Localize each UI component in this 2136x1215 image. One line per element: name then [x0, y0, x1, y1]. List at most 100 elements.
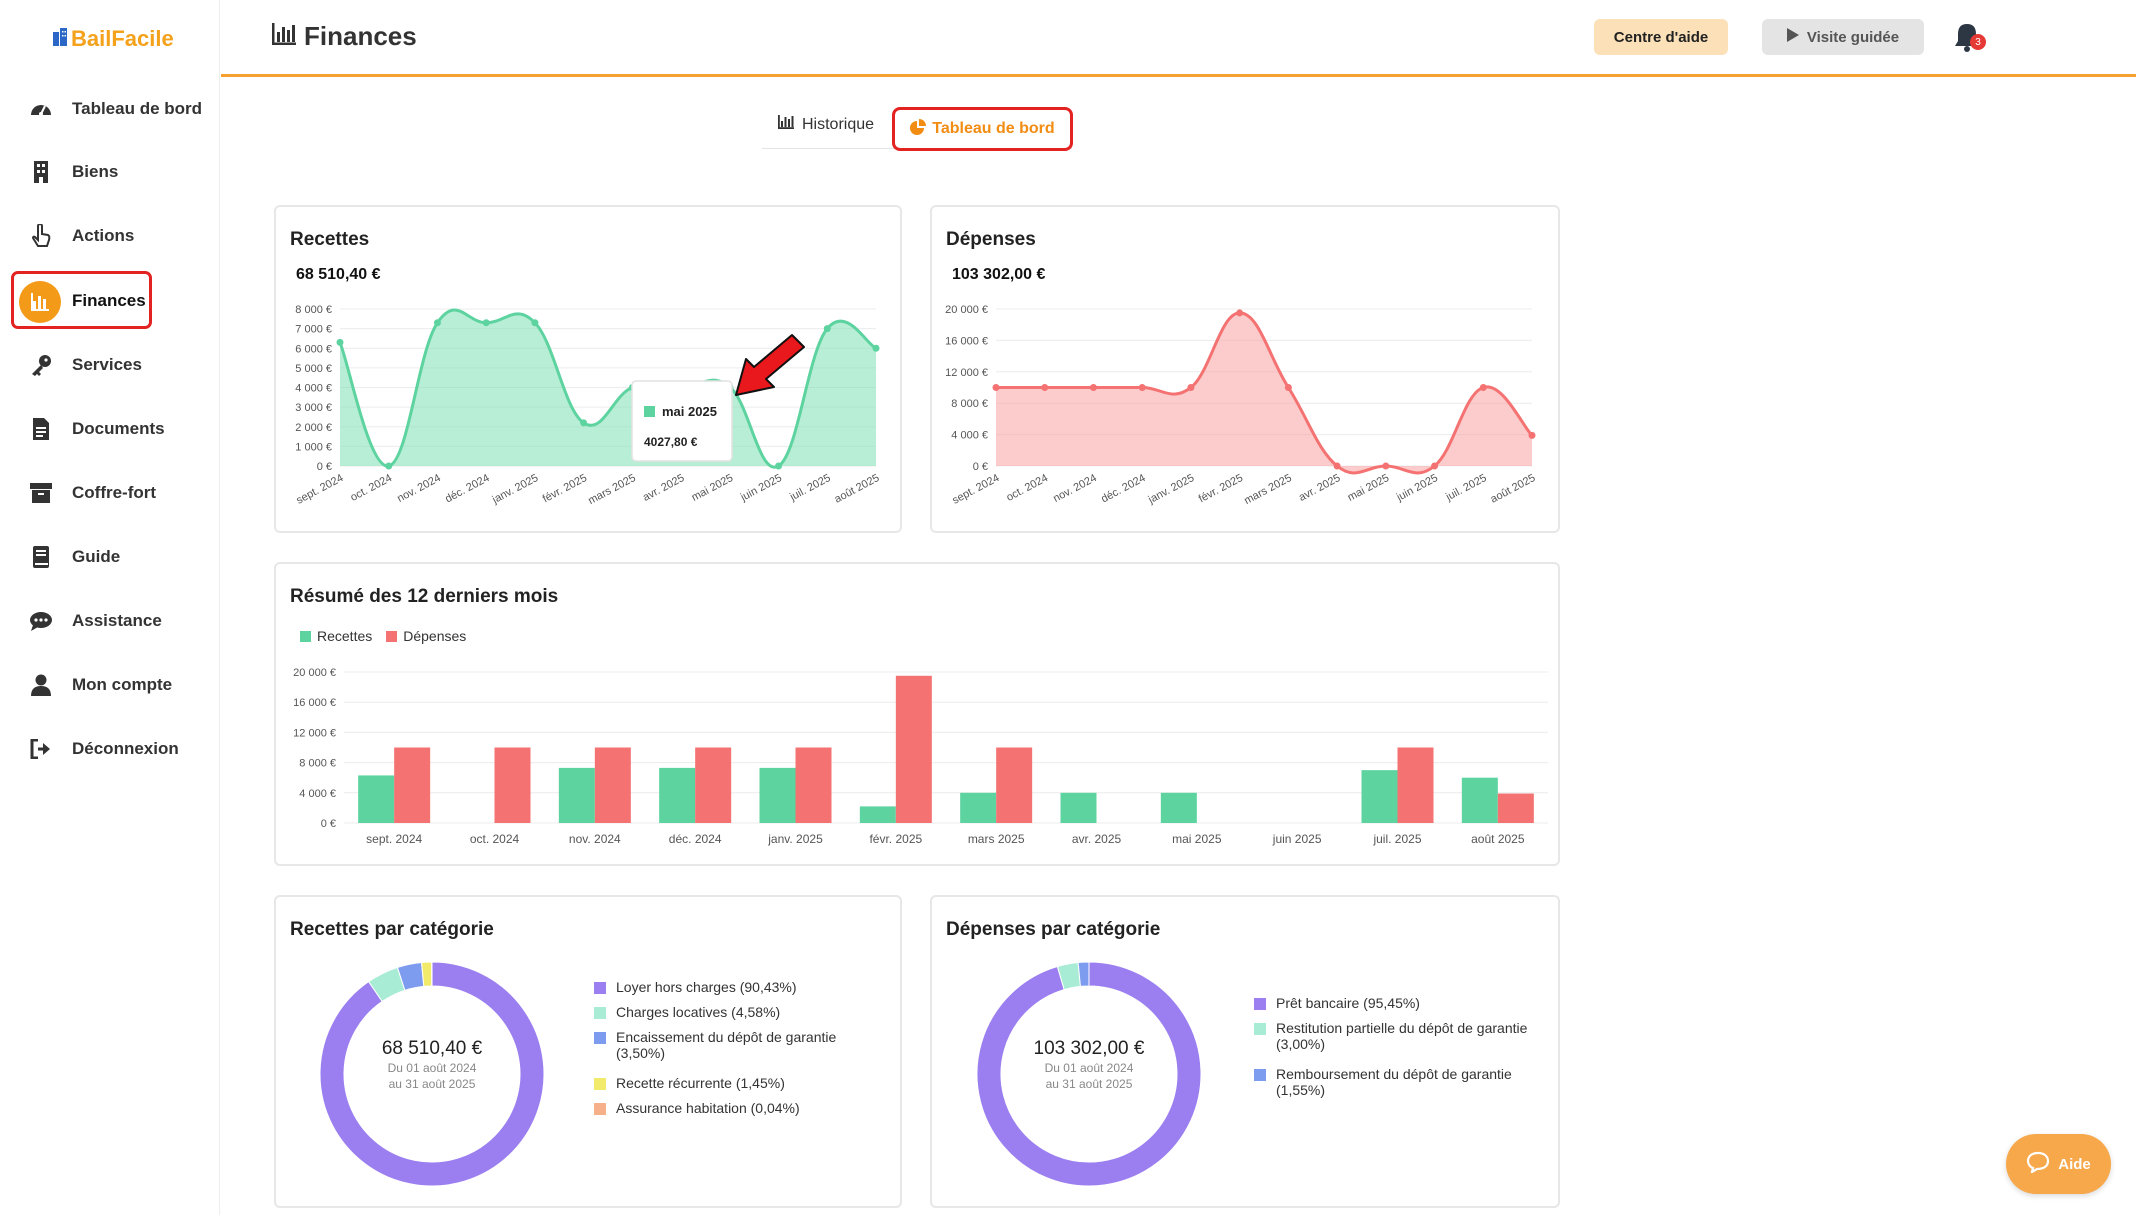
- sidebar-item-tableau-de-bord[interactable]: Tableau de bord: [28, 92, 202, 126]
- sidebar-item-coffre-fort[interactable]: Coffre-fort: [28, 476, 156, 510]
- data-point[interactable]: [823, 325, 831, 333]
- expense-card-total: 103 302,00 €: [952, 266, 1046, 283]
- income-card-title: Recettes: [290, 229, 370, 250]
- sidebar-item-documents[interactable]: Documents: [28, 412, 165, 446]
- data-point[interactable]: [336, 338, 344, 346]
- bar-recettes[interactable]: [859, 806, 896, 823]
- x-tick-label: nov. 2024: [569, 832, 621, 846]
- y-tick-label: 20 000 €: [293, 667, 336, 679]
- sidebar-item-assistance[interactable]: Assistance: [28, 604, 162, 638]
- donut-slice[interactable]: [319, 961, 545, 1187]
- legend-swatch-expense: [386, 630, 398, 642]
- sidebar-item-guide[interactable]: Guide: [28, 540, 120, 574]
- bar-recettes[interactable]: [558, 767, 595, 823]
- data-point[interactable]: [1236, 309, 1244, 317]
- income-legend-item: Recette récurrente (1,45%): [594, 1075, 874, 1091]
- y-tick-label: 16 000 €: [945, 335, 988, 347]
- x-tick-label: avr. 2025: [1297, 472, 1343, 504]
- sidebar-item-services[interactable]: Services: [28, 348, 142, 382]
- bar-depenses[interactable]: [695, 747, 732, 824]
- sidebar-item-deconnexion[interactable]: Déconnexion: [28, 732, 179, 766]
- bar-depenses[interactable]: [895, 675, 932, 823]
- data-point[interactable]: [1528, 431, 1536, 439]
- bar-recettes[interactable]: [759, 767, 796, 823]
- y-tick-label: 4 000 €: [299, 788, 336, 800]
- data-point[interactable]: [1089, 384, 1097, 391]
- tooltip-swatch: [644, 406, 655, 417]
- sidebar-item-label: Biens: [72, 162, 119, 181]
- legend-income-label: Recettes: [317, 628, 373, 644]
- data-point[interactable]: [775, 462, 783, 470]
- data-point[interactable]: [482, 319, 490, 327]
- archive-box-icon: [28, 480, 54, 506]
- bar-depenses[interactable]: [494, 747, 531, 824]
- data-point[interactable]: [1333, 462, 1341, 470]
- bar-recettes[interactable]: [659, 767, 696, 823]
- tab-tableau-de-bord[interactable]: Tableau de bord: [892, 107, 1073, 151]
- x-tick-label: déc. 2024: [443, 472, 491, 505]
- bar-recettes[interactable]: [358, 775, 395, 823]
- summary-legend: Recettes Dépenses: [300, 628, 466, 644]
- tab-historique-label: Historique: [802, 115, 875, 133]
- data-point[interactable]: [1138, 384, 1146, 391]
- bar-depenses[interactable]: [996, 747, 1033, 824]
- bar-recettes[interactable]: [1361, 770, 1398, 823]
- donut-slice[interactable]: [976, 961, 1202, 1187]
- y-tick-label: 8 000 €: [299, 758, 336, 770]
- expense-legend-item: Restitution partielle du dépôt de garant…: [1254, 1020, 1544, 1052]
- data-point[interactable]: [580, 419, 588, 427]
- bar-depenses[interactable]: [1497, 793, 1534, 823]
- legend-label: Restitution partielle du dépôt de garant…: [1276, 1020, 1528, 1052]
- help-center-button[interactable]: Centre d'aide: [1594, 19, 1728, 55]
- income-donut-period-start: Du 01 août 2024: [387, 1061, 477, 1075]
- x-tick-label: juil. 2025: [1443, 472, 1488, 504]
- help-chat-button[interactable]: Aide: [2006, 1134, 2111, 1194]
- donut-slice[interactable]: [420, 961, 433, 987]
- bar-depenses[interactable]: [1397, 747, 1434, 824]
- x-tick-label: nov. 2024: [395, 472, 443, 505]
- tab-historique[interactable]: Historique: [778, 115, 874, 134]
- bar-recettes[interactable]: [960, 792, 997, 823]
- user-icon: [28, 672, 54, 698]
- expense-legend-item: Prêt bancaire (95,45%): [1254, 995, 1544, 1011]
- data-point[interactable]: [872, 344, 880, 352]
- bar-depenses[interactable]: [795, 747, 832, 824]
- x-tick-label: avr. 2025: [1072, 832, 1122, 846]
- x-tick-label: mai 2025: [690, 472, 736, 504]
- data-point[interactable]: [1041, 384, 1049, 391]
- building-icon: [28, 159, 54, 185]
- guided-tour-button[interactable]: Visite guidée: [1762, 19, 1924, 55]
- donut-slice[interactable]: [1077, 961, 1090, 987]
- income-legend-item: Charges locatives (4,58%): [594, 1004, 874, 1020]
- chat-icon: [2026, 1151, 2050, 1177]
- bar-depenses[interactable]: [594, 747, 631, 824]
- income-area: [340, 310, 876, 468]
- data-point[interactable]: [1382, 462, 1390, 470]
- book-icon: [28, 544, 54, 570]
- data-point[interactable]: [1284, 384, 1292, 391]
- bar-depenses[interactable]: [394, 747, 431, 824]
- y-tick-label: 0 €: [321, 818, 336, 830]
- expense-legend-item: Remboursement du dépôt de garantie (1,55…: [1254, 1066, 1544, 1098]
- data-point[interactable]: [433, 319, 441, 327]
- data-point[interactable]: [531, 319, 539, 327]
- bar-recettes[interactable]: [1461, 777, 1498, 823]
- income-legend-item: Loyer hors charges (90,43%): [594, 979, 874, 995]
- brand-logo[interactable]: BailFacile: [52, 26, 174, 52]
- data-point[interactable]: [1479, 384, 1487, 391]
- data-point[interactable]: [992, 384, 1000, 391]
- bar-recettes[interactable]: [1160, 792, 1197, 823]
- y-tick-label: 3 000 €: [295, 402, 332, 414]
- active-highlight-box: [11, 271, 152, 329]
- data-point[interactable]: [385, 462, 393, 470]
- x-tick-label: oct. 2024: [349, 472, 395, 504]
- data-point[interactable]: [1431, 462, 1439, 470]
- sidebar-item-actions[interactable]: Actions: [28, 219, 134, 253]
- sidebar-item-mon-compte[interactable]: Mon compte: [28, 668, 172, 702]
- data-point[interactable]: [1187, 384, 1195, 391]
- bar-recettes[interactable]: [1060, 792, 1097, 823]
- sidebar-item-biens[interactable]: Biens: [28, 155, 118, 189]
- legend-label: Charges locatives (4,58%): [616, 1004, 781, 1020]
- page-title-text: Finances: [304, 21, 417, 51]
- y-tick-label: 8 000 €: [951, 398, 988, 410]
